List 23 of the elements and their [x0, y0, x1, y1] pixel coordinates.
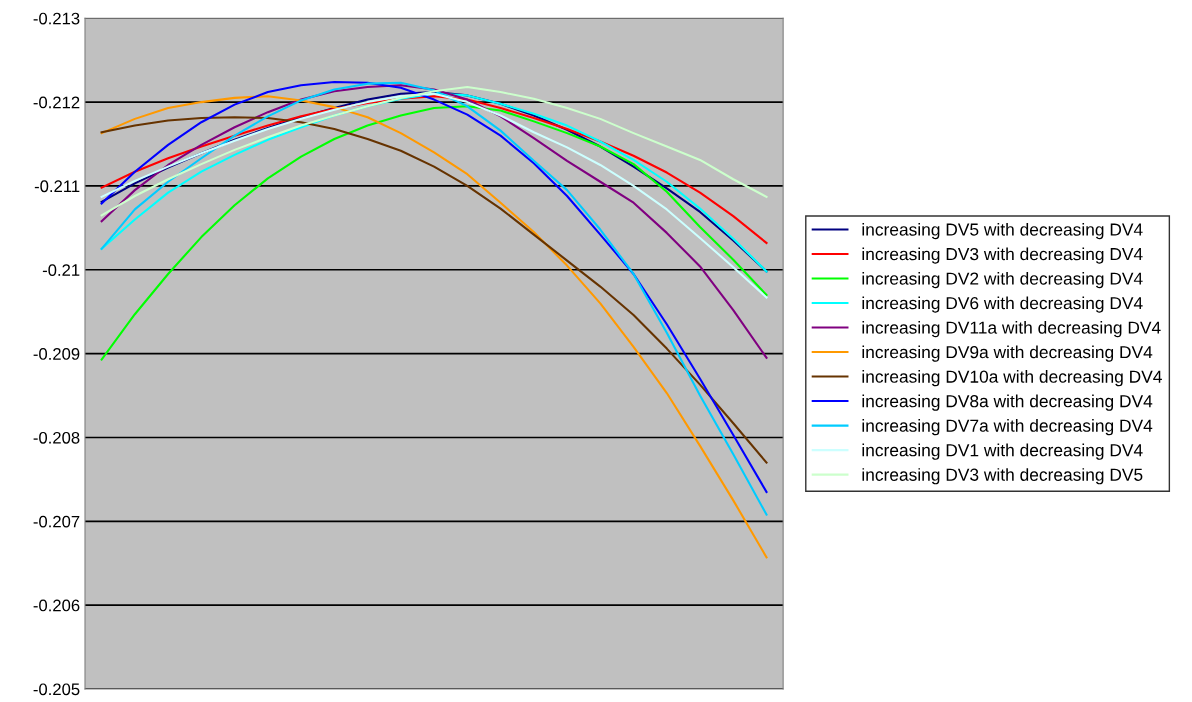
legend-label: increasing DV7a with decreasing DV4 — [862, 419, 1153, 436]
y-tick-label: -0.209 — [33, 348, 80, 360]
legend-label: increasing DV2 with decreasing DV4 — [862, 271, 1143, 289]
y-tick-label: -0.211 — [34, 180, 80, 193]
legend-label: increasing DV9a with decreasing DV4 — [862, 345, 1153, 362]
legend-label: increasing DV10a with decreasing DV4 — [862, 370, 1162, 387]
y-tick-label: -0.208 — [33, 431, 80, 444]
y-tick-label: -0.205 — [33, 683, 80, 696]
legend-label: increasing DV3 with decreasing DV5 — [862, 468, 1143, 485]
line-series — [100, 95, 768, 244]
legend-label: increasing DV8a with decreasing DV4 — [862, 394, 1153, 411]
line-series — [100, 85, 768, 217]
y-tick-label: -0.207 — [33, 515, 80, 528]
y-tick-label: -0.213 — [33, 12, 80, 25]
legend-label: increasing DV5 with decreasing DV4 — [862, 222, 1143, 240]
y-tick-label: -0.212 — [33, 96, 80, 109]
legend-label: increasing DV3 with decreasing DV4 — [862, 247, 1143, 264]
legend-label: increasing DV11a with decreasing DV4 — [862, 321, 1161, 338]
line-series — [100, 116, 768, 464]
legend-label: increasing DV6 with decreasing DV4 — [862, 296, 1143, 313]
legend-label: increasing DV1 with decreasing DV4 — [862, 443, 1143, 460]
y-tick-label: -0.206 — [33, 599, 80, 612]
y-tick-label: -0.21 — [42, 264, 80, 276]
